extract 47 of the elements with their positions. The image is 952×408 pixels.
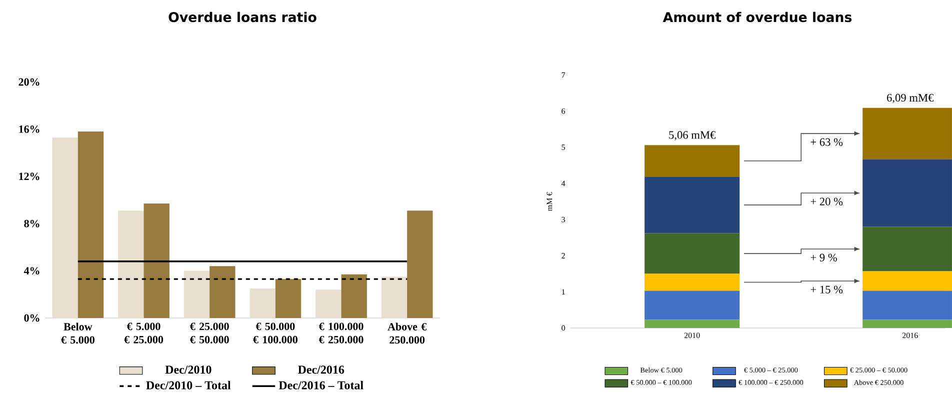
bar bbox=[250, 288, 276, 318]
annotation: + 9 % bbox=[810, 254, 837, 262]
x-tick-label: € 5.000 € 25.000 bbox=[124, 322, 164, 344]
y-tick-label: 8% bbox=[24, 220, 40, 228]
x-tick-label: € 25.000 € 50.000 bbox=[190, 322, 229, 344]
bar bbox=[184, 270, 210, 318]
y-tick-label: 16% bbox=[19, 125, 40, 133]
y-tick-label: 6 bbox=[562, 108, 566, 114]
y-tick-label: 5 bbox=[562, 144, 565, 150]
annotation: + 15 % bbox=[810, 286, 843, 294]
bar bbox=[341, 274, 367, 318]
chart-title: Overdue loans ratio bbox=[168, 12, 316, 22]
bar bbox=[316, 290, 342, 318]
x-tick-label: Below € 5.000 bbox=[61, 322, 94, 344]
bar bbox=[275, 279, 302, 318]
bar bbox=[78, 132, 104, 318]
bar bbox=[118, 210, 144, 318]
y-tick-label: 4 bbox=[561, 180, 566, 186]
y-tick-label: 4% bbox=[24, 267, 40, 275]
total-label: 5,06 mM€ bbox=[669, 131, 716, 140]
bar bbox=[381, 276, 408, 318]
y-tick-label: 2 bbox=[562, 253, 565, 258]
legend-label: Dec/2010 – Total bbox=[146, 380, 231, 390]
y-tick-label: 7 bbox=[562, 72, 566, 78]
bar bbox=[144, 204, 170, 318]
y-tick-label: 3 bbox=[562, 216, 565, 222]
y-tick-label: 20% bbox=[18, 78, 40, 86]
x-tick-label: 2010 bbox=[684, 332, 700, 338]
bar bbox=[210, 266, 236, 318]
y-axis-title: mM € bbox=[546, 192, 552, 212]
annotation: + 20 % bbox=[810, 198, 843, 206]
x-tick-label: 2016 bbox=[902, 332, 918, 338]
y-tick-label: 0% bbox=[24, 314, 40, 322]
y-tick-label: 0 bbox=[562, 325, 565, 331]
legend-label: Dec/2010 bbox=[165, 366, 212, 374]
legend-label: Dec/2016 bbox=[298, 366, 344, 374]
legend-label: Dec/2016 – Total bbox=[278, 380, 364, 390]
y-tick-label: 12% bbox=[19, 172, 40, 180]
chart-title: Amount of overdue loans bbox=[662, 12, 852, 22]
annotation: + 63 % bbox=[810, 138, 843, 146]
bar bbox=[407, 210, 433, 318]
x-tick-label: € 100.000 € 250.000 bbox=[318, 322, 364, 344]
x-tick-label: € 50.000 € 100.000 bbox=[253, 322, 298, 344]
x-tick-label: Above € 250.000 bbox=[388, 322, 427, 344]
y-tick-label: 1 bbox=[562, 289, 565, 294]
bar bbox=[52, 137, 78, 318]
total-label: 6,09 mM€ bbox=[886, 94, 934, 104]
